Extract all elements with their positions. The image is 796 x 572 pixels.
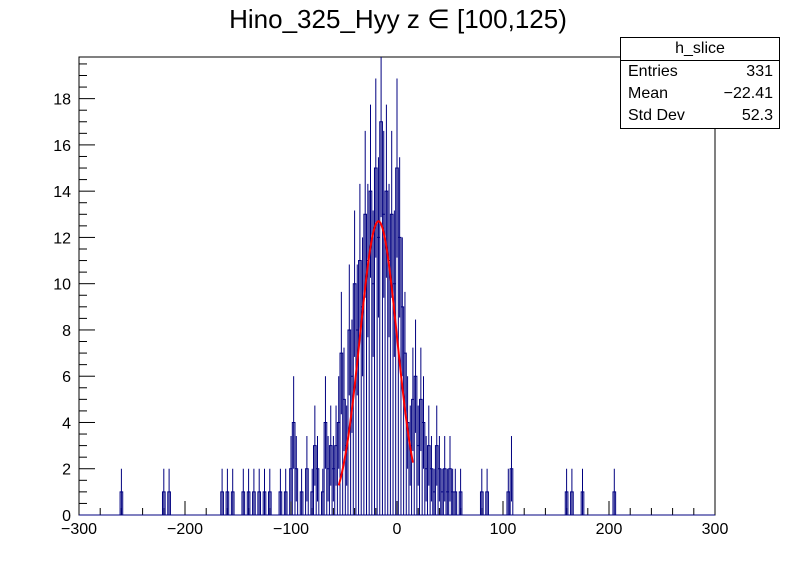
y-tick-label: 2: [62, 462, 71, 479]
y-tick-label: 18: [53, 92, 71, 109]
chart-title: Hino_325_Hyy z ∈ [100,125): [229, 4, 567, 34]
y-tick-label: 10: [53, 277, 71, 294]
stats-row-stddev: Std Dev 52.3: [621, 105, 779, 127]
stats-row-entries: Entries 331: [621, 61, 779, 83]
stats-name: h_slice: [621, 38, 779, 61]
y-tick-label: 6: [62, 369, 71, 386]
tick-label-layer: −300 −200 −100 0 100 200 300 0 2 4 6 8 10 12 14 16 18: [53, 92, 728, 538]
y-tick-label: 4: [62, 415, 71, 432]
x-tick-label: 100: [490, 521, 517, 538]
x-tick-label: 0: [393, 521, 402, 538]
stats-label: Mean: [628, 85, 669, 102]
stats-box: h_slice Entries 331 Mean −22.41 Std Dev …: [620, 37, 780, 129]
y-tick-label: 16: [53, 138, 71, 155]
stats-value: 331: [746, 63, 773, 80]
x-tick-label: 300: [702, 521, 729, 538]
x-tick-label: −100: [273, 521, 309, 538]
y-tick-label: 0: [62, 508, 71, 525]
stats-value: 52.3: [741, 107, 773, 124]
y-tick-label: 14: [53, 184, 71, 201]
x-tick-label: −200: [167, 521, 203, 538]
y-tick-label: 8: [62, 323, 71, 340]
fit-layer: [337, 220, 414, 486]
x-tick-label: 200: [596, 521, 623, 538]
x-tick-label: −300: [61, 521, 97, 538]
stats-label: Std Dev: [628, 107, 685, 124]
stats-value: −22.41: [723, 85, 773, 102]
gaussian-fit-curve: [337, 220, 414, 486]
y-tick-label: 12: [53, 230, 71, 247]
stats-row-mean: Mean −22.41: [621, 83, 779, 105]
stats-label: Entries: [628, 63, 678, 80]
